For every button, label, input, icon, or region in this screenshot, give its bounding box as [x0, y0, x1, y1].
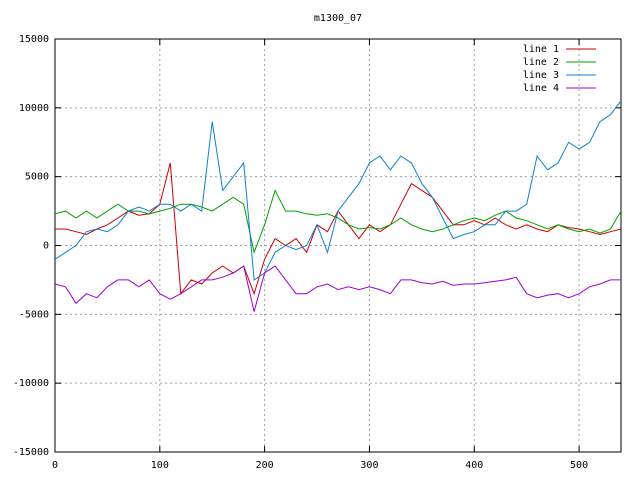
x-tick-label: 500 — [570, 460, 588, 471]
plot-frame — [54, 38, 622, 453]
x-tick-label: 200 — [256, 460, 274, 471]
x-tick-label: 0 — [52, 460, 58, 471]
y-tick-label: 15000 — [19, 34, 49, 45]
y-tick-label: -10000 — [13, 378, 49, 389]
y-tick-label: 5000 — [25, 172, 49, 183]
legend-label: line 4 — [523, 83, 559, 94]
x-tick-label: 100 — [151, 460, 169, 471]
y-tick-label: -15000 — [13, 447, 49, 458]
data-line — [55, 162, 622, 296]
x-tick-label: 400 — [465, 460, 483, 471]
y-tick-label: -5000 — [19, 309, 49, 320]
y-tick-label: 10000 — [19, 103, 49, 114]
x-tick-label: 300 — [360, 460, 378, 471]
data-line — [54, 265, 621, 312]
data-line — [54, 189, 622, 255]
chart-title: m1300_07 — [314, 13, 362, 24]
legend-label: line 1 — [523, 44, 559, 55]
y-tick-label: 0 — [43, 241, 49, 252]
legend-label: line 3 — [523, 70, 559, 81]
legend-label: line 2 — [523, 57, 559, 68]
data-line — [54, 100, 622, 281]
